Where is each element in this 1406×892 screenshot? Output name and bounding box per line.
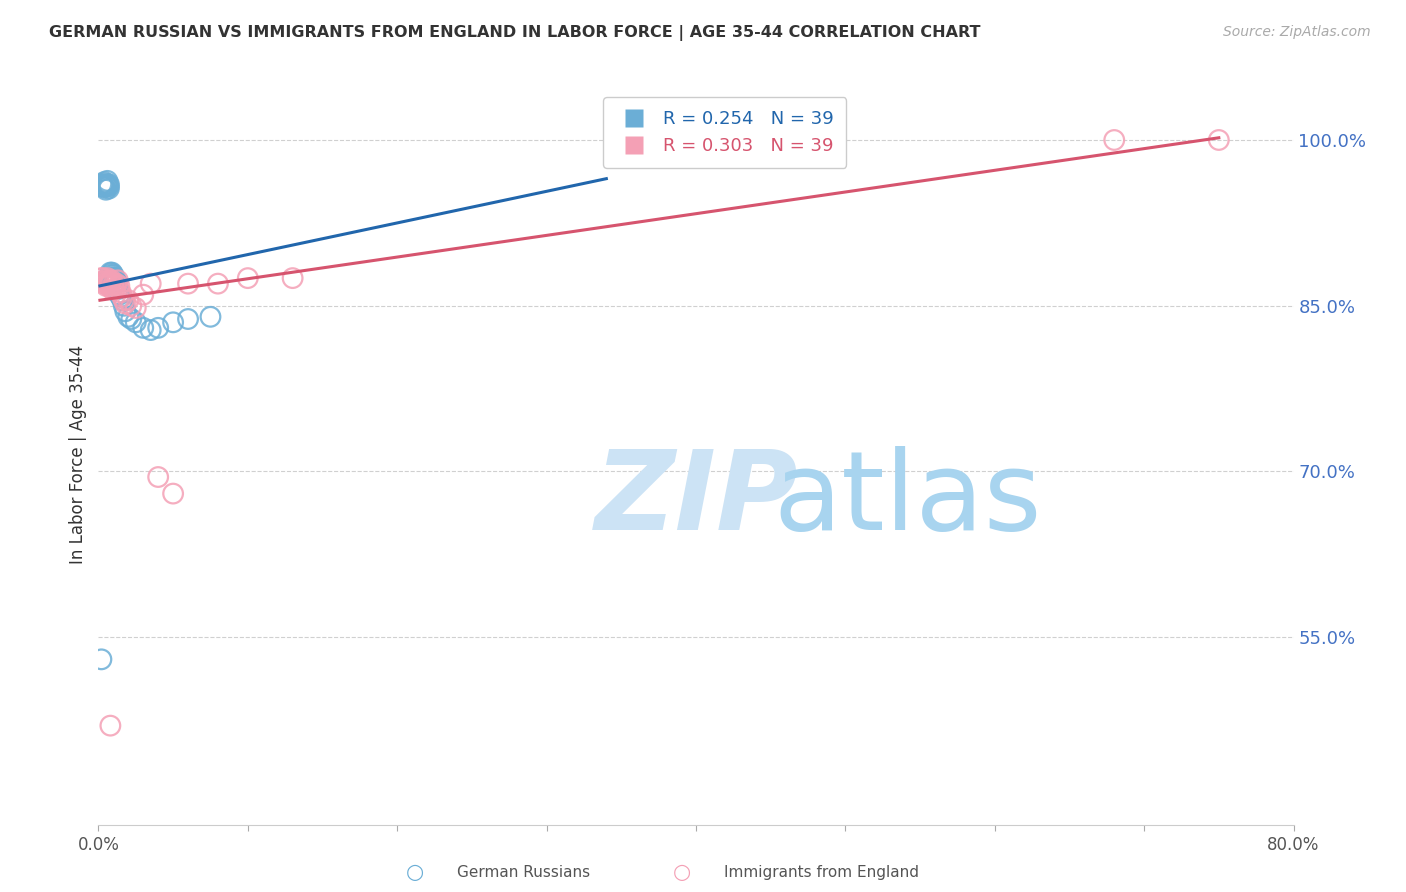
Point xyxy=(96,271,118,285)
Point xyxy=(96,174,118,188)
Text: ○: ○ xyxy=(406,863,423,882)
Point xyxy=(132,321,155,335)
Point xyxy=(125,315,148,329)
Point xyxy=(1104,133,1126,147)
Point xyxy=(90,177,112,191)
Point xyxy=(110,285,132,300)
Point xyxy=(91,177,114,191)
Point xyxy=(103,271,125,285)
Text: Source: ZipAtlas.com: Source: ZipAtlas.com xyxy=(1223,25,1371,39)
Point xyxy=(148,470,170,484)
Point xyxy=(104,271,127,285)
Text: ○: ○ xyxy=(673,863,690,882)
Point xyxy=(117,310,139,324)
Point xyxy=(117,293,139,308)
Point xyxy=(105,277,128,291)
Point xyxy=(90,652,112,666)
Point xyxy=(139,323,162,337)
Point xyxy=(281,271,304,285)
Point xyxy=(120,312,142,326)
Point xyxy=(177,312,200,326)
Point xyxy=(162,486,184,500)
Point xyxy=(177,277,200,291)
Point xyxy=(162,315,184,329)
Point xyxy=(94,275,117,289)
Point xyxy=(93,175,115,189)
Point xyxy=(139,277,162,291)
Point xyxy=(103,277,125,291)
Point xyxy=(94,278,117,293)
Point xyxy=(104,282,127,296)
Point xyxy=(93,277,115,291)
Point xyxy=(94,183,117,197)
Point xyxy=(96,177,118,191)
Point xyxy=(97,278,120,293)
Text: GERMAN RUSSIAN VS IMMIGRANTS FROM ENGLAND IN LABOR FORCE | AGE 35-44 CORRELATION: GERMAN RUSSIAN VS IMMIGRANTS FROM ENGLAN… xyxy=(49,25,981,41)
Point xyxy=(90,271,112,285)
Point xyxy=(98,268,122,282)
Point xyxy=(107,282,129,296)
Point xyxy=(97,181,120,195)
Point xyxy=(98,266,122,280)
Point xyxy=(96,277,118,291)
Point xyxy=(132,287,155,301)
Point xyxy=(114,304,136,318)
Point xyxy=(105,275,128,289)
Point xyxy=(97,179,120,194)
Point xyxy=(120,299,142,313)
Point xyxy=(236,271,259,285)
Y-axis label: In Labor Force | Age 35-44: In Labor Force | Age 35-44 xyxy=(69,345,87,565)
Point xyxy=(101,266,124,280)
Text: atlas: atlas xyxy=(773,446,1042,553)
Point xyxy=(104,277,127,291)
Point xyxy=(96,179,118,194)
Point xyxy=(125,301,148,315)
Point xyxy=(148,321,170,335)
Point xyxy=(1208,133,1230,147)
Point xyxy=(98,719,122,733)
Text: German Russians: German Russians xyxy=(457,865,591,880)
Point xyxy=(112,293,135,308)
Point xyxy=(93,273,115,287)
Point xyxy=(108,278,131,293)
Point xyxy=(103,268,125,282)
Point xyxy=(107,273,129,287)
Point xyxy=(98,271,122,285)
Point xyxy=(108,287,131,301)
Text: ZIP: ZIP xyxy=(595,446,797,553)
Point xyxy=(101,270,124,285)
Legend: R = 0.254   N = 39, R = 0.303   N = 39: R = 0.254 N = 39, R = 0.303 N = 39 xyxy=(603,97,846,168)
Point xyxy=(94,177,117,191)
Point xyxy=(207,277,229,291)
Point xyxy=(111,293,134,308)
Point xyxy=(93,180,115,194)
Point xyxy=(91,271,114,285)
Point xyxy=(97,177,120,191)
Point xyxy=(91,179,114,194)
Text: Immigrants from England: Immigrants from England xyxy=(724,865,920,880)
Point xyxy=(114,296,136,310)
Point xyxy=(111,290,134,304)
Point xyxy=(112,299,135,313)
Point xyxy=(98,275,122,289)
Point xyxy=(97,273,120,287)
Point xyxy=(103,278,125,293)
Point xyxy=(98,277,122,291)
Point xyxy=(110,290,132,304)
Point xyxy=(101,282,124,296)
Point xyxy=(91,275,114,289)
Point xyxy=(200,310,222,324)
Point xyxy=(101,273,124,287)
